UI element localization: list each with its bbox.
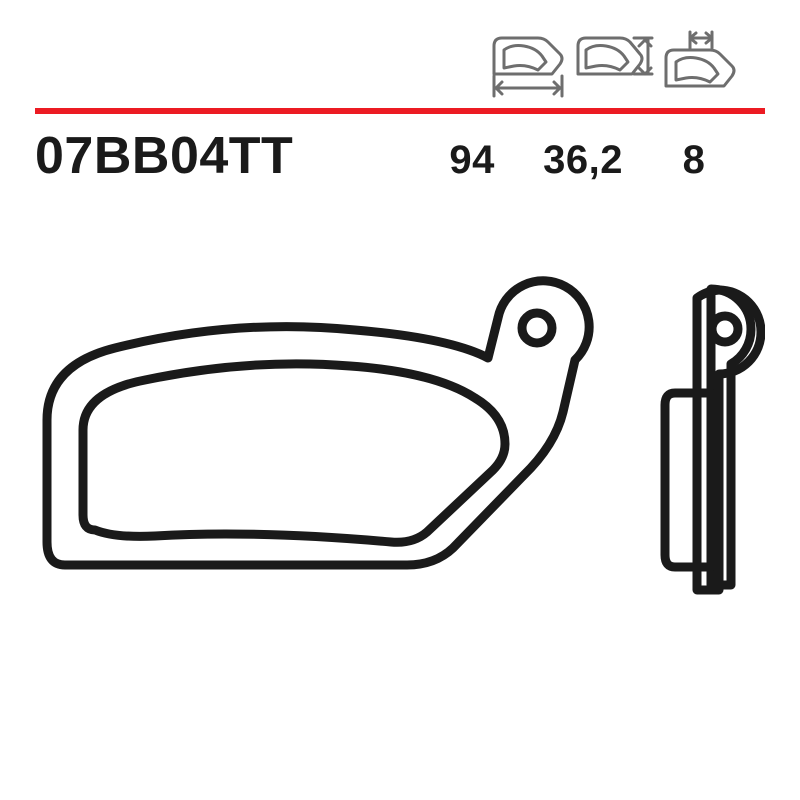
technical-drawing (35, 230, 765, 760)
dim-height: 36,2 (543, 138, 623, 183)
part-number: 07BB04TT (35, 126, 293, 186)
dim-width: 94 (437, 138, 507, 183)
dimension-icons (0, 30, 800, 98)
dim-thickness: 8 (659, 138, 729, 183)
side-view-clean (665, 289, 751, 585)
divider (35, 108, 765, 114)
width-icon (488, 30, 568, 98)
dimensions: 94 36,2 8 (293, 138, 765, 183)
front-view (47, 281, 589, 565)
thickness-icon (660, 30, 740, 98)
spec-sheet: 07BB04TT 94 36,2 8 (0, 0, 800, 800)
height-icon (574, 30, 654, 98)
spec-row: 07BB04TT 94 36,2 8 (35, 126, 765, 186)
